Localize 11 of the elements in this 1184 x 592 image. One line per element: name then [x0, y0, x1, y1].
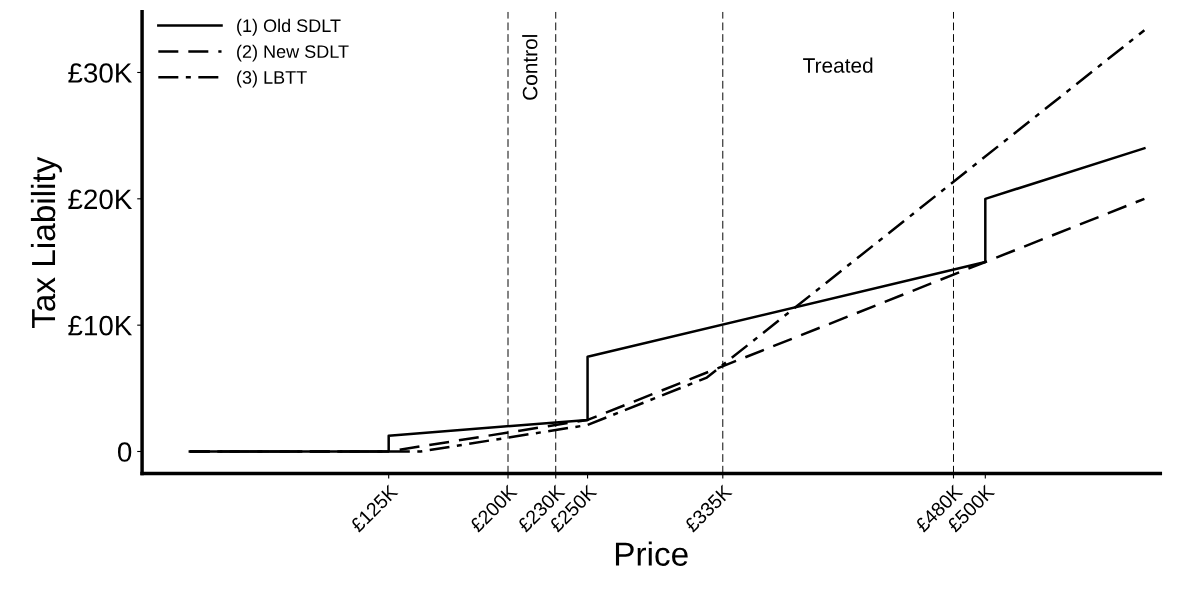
- y-tick-label: £10K: [68, 315, 133, 336]
- x-axis-title: Price: [615, 541, 688, 566]
- y-tick-label: £20K: [68, 189, 133, 210]
- legend-label: (1) Old SDLT: [237, 18, 341, 36]
- legend-label: (2) New SDLT: [237, 44, 349, 62]
- legend-label: (3) LBTT: [237, 70, 307, 88]
- y-axis-title: Tax Liability: [30, 156, 62, 329]
- y-tick-label: £30K: [68, 63, 133, 83]
- y-tick-label: 0: [118, 442, 132, 462]
- annotation: Control: [522, 35, 538, 100]
- annotation: Treated: [803, 57, 873, 73]
